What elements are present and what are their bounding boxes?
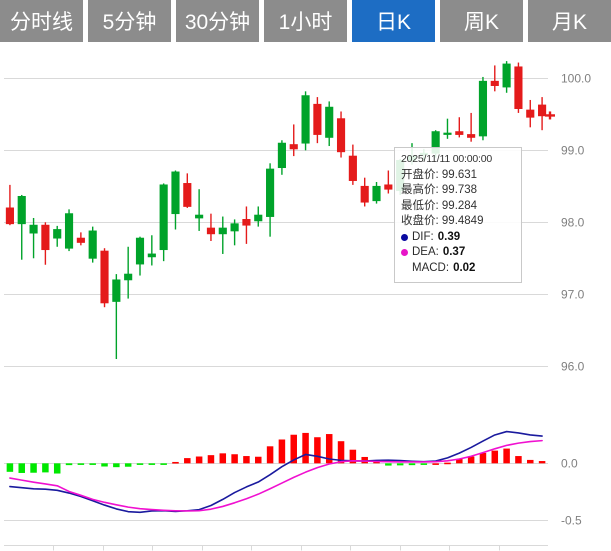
macd-gridlines (4, 463, 548, 521)
period-tab-5[interactable]: 周K (440, 0, 523, 42)
period-tab-0[interactable]: 分时线 (0, 0, 83, 42)
dif-line (9, 430, 543, 514)
chart-area[interactable]: 100.0 99.0 98.0 97.0 96.0 0.0 -0.5 (0, 42, 611, 551)
macd-histogram (6, 432, 546, 474)
price-tick-label: 97.0 (561, 288, 585, 302)
period-tab-1[interactable]: 5分钟 (88, 0, 171, 42)
period-tab-4[interactable]: 日K (352, 0, 435, 42)
price-axis-labels: 100.0 99.0 98.0 97.0 96.0 (561, 72, 591, 374)
current-price-marker (545, 111, 555, 120)
macd-indicator-lines (9, 430, 543, 514)
candlestick-series (5, 61, 547, 360)
price-gridlines (4, 78, 548, 367)
price-tick-label: 100.0 (561, 72, 591, 86)
period-tab-3[interactable]: 1小时 (264, 0, 347, 42)
macd-tick-label: 0.0 (561, 457, 578, 471)
x-axis-ticks (4, 545, 548, 551)
price-tick-label: 99.0 (561, 144, 585, 158)
dea-line (9, 439, 543, 512)
period-tab-6[interactable]: 月K (528, 0, 611, 42)
period-tab-2[interactable]: 30分钟 (176, 0, 259, 42)
macd-tick-label: -0.5 (561, 514, 582, 528)
macd-axis-labels: 0.0 -0.5 (561, 457, 582, 528)
period-tab-bar: 分时线 5分钟 30分钟 1小时 日K 周K 月K (0, 0, 611, 42)
price-tick-label: 98.0 (561, 216, 585, 230)
chart-canvas[interactable]: 100.0 99.0 98.0 97.0 96.0 0.0 -0.5 (0, 42, 611, 551)
price-tick-label: 96.0 (561, 360, 585, 374)
